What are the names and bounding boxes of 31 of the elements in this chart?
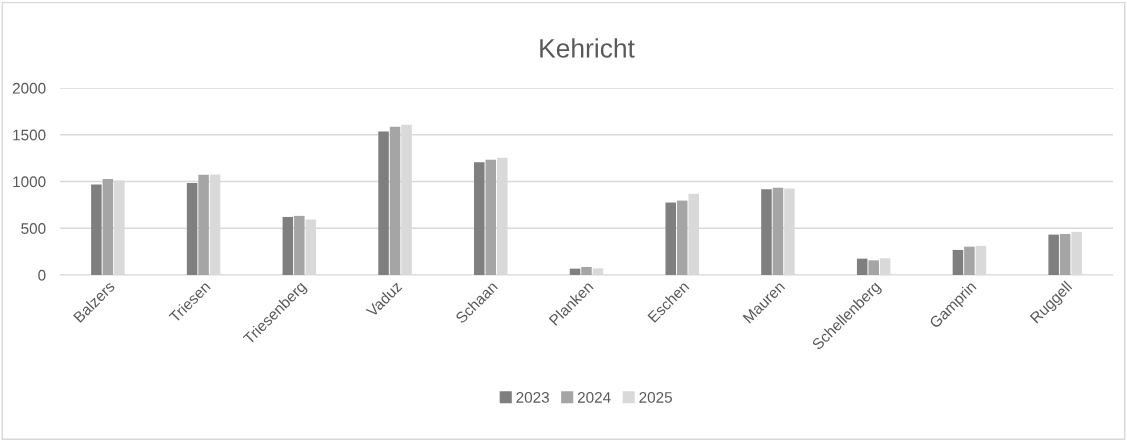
- bar: [389, 126, 401, 275]
- bar: [282, 216, 294, 275]
- bar: [581, 266, 592, 275]
- bar: [186, 182, 198, 275]
- legend-label: 2024: [577, 392, 611, 403]
- y-tick-label: 0: [38, 269, 46, 281]
- bar: [761, 189, 772, 275]
- y-tick-label: 1500: [13, 129, 46, 141]
- y-tick-label: 2000: [12, 82, 46, 94]
- legend-label: 2023: [516, 392, 549, 403]
- bar: [665, 202, 676, 275]
- bar: [102, 178, 114, 275]
- bar: [676, 200, 688, 275]
- bar: [198, 174, 209, 275]
- bar: [474, 162, 485, 275]
- bar: [1059, 233, 1071, 275]
- bar: [91, 184, 102, 275]
- y-tick-label: 500: [21, 223, 46, 234]
- bar: [868, 260, 879, 275]
- bar: [569, 268, 581, 275]
- y-tick-label: 1000: [13, 176, 46, 188]
- bar: [485, 159, 497, 275]
- bar: [772, 187, 784, 275]
- bar: [294, 215, 305, 275]
- bar: [1048, 234, 1059, 275]
- chart-title: Kehricht: [540, 38, 635, 58]
- legend-label: 2025: [639, 392, 672, 403]
- bar: [856, 258, 868, 275]
- bar: [378, 131, 389, 275]
- bar: [952, 249, 964, 275]
- bar: [964, 246, 975, 275]
